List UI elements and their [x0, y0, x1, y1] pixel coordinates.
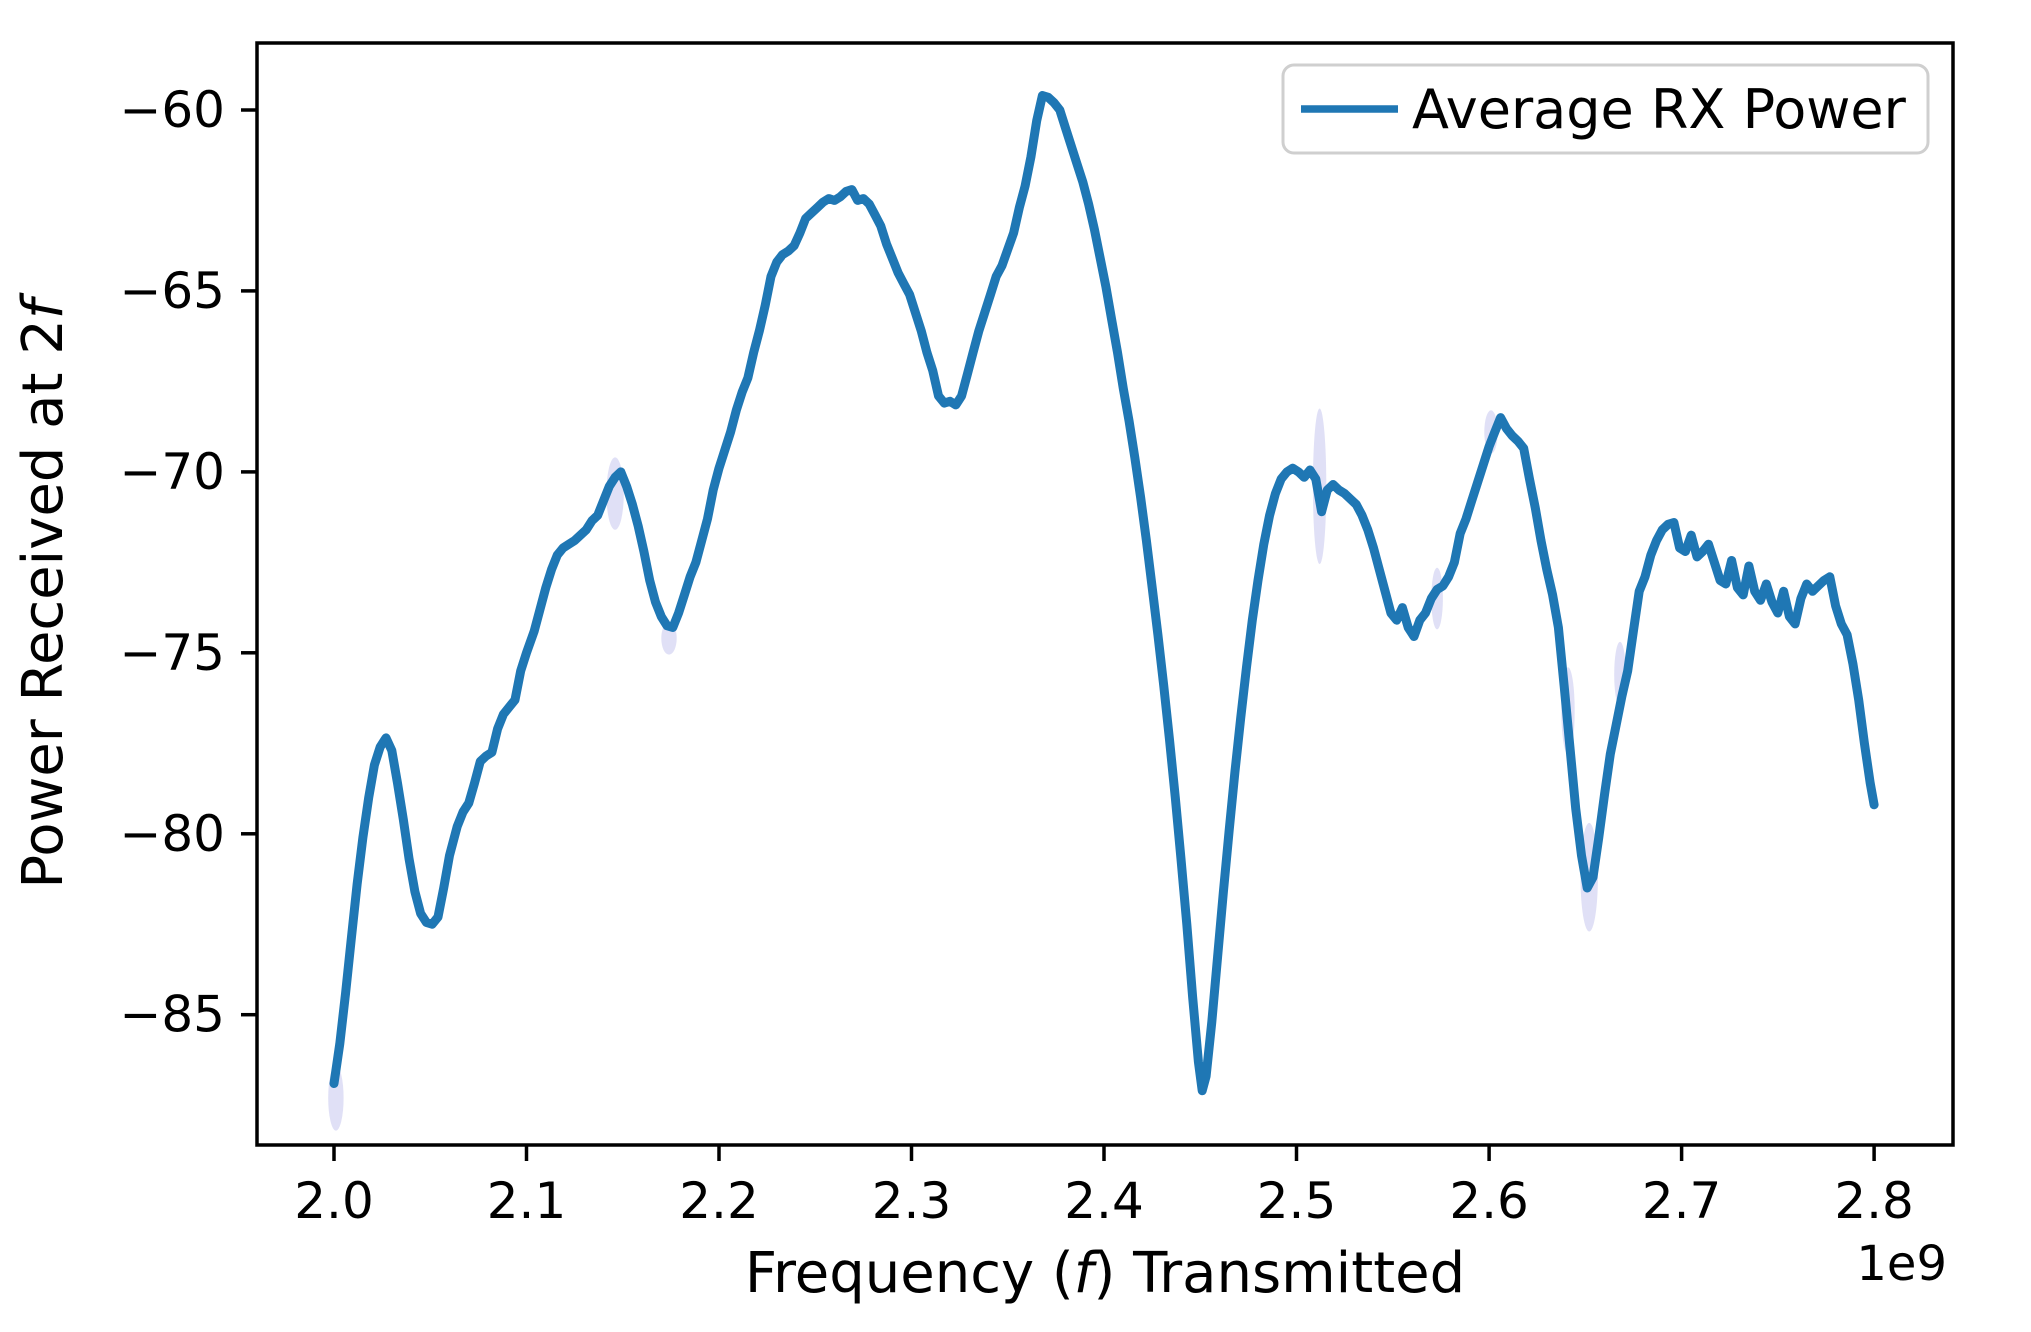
x-tick-label: 2.3 — [872, 1172, 952, 1230]
legend: Average RX Power — [1281, 63, 1930, 155]
y-tick-label: −75 — [119, 624, 225, 682]
y-tick-label: −85 — [119, 986, 225, 1044]
x-axis-label: Frequency (f) Transmitted — [745, 1241, 1465, 1306]
x-tick-label: 2.4 — [1064, 1172, 1144, 1230]
y-axis-label: Power Received at 2f — [11, 292, 76, 888]
x-tick-label: 2.5 — [1257, 1172, 1337, 1230]
series-line-average-rx-power — [329, 91, 1879, 1096]
x-tick-label: 2.1 — [487, 1172, 567, 1230]
y-axis-label-prefix: Power Received at 2 — [11, 319, 76, 888]
confidence-band — [328, 408, 1626, 1131]
x-axis-label-suffix: ) Transmitted — [1094, 1241, 1466, 1306]
x-axis-label-prefix: Frequency ( — [745, 1241, 1074, 1306]
x-tick-label: 2.7 — [1642, 1172, 1722, 1230]
x-tick-label: 2.6 — [1449, 1172, 1529, 1230]
plot-area — [255, 41, 1955, 1147]
x-tick-label: 2.2 — [679, 1172, 759, 1230]
y-axis-label-italic-f: f — [11, 292, 76, 319]
y-tick-label: −80 — [119, 805, 225, 863]
y-tick-label: −60 — [119, 81, 225, 139]
x-axis-offset-label: 1e9 — [1856, 1236, 1947, 1292]
y-tick-label: −65 — [119, 262, 225, 320]
x-tick-label: 2.0 — [294, 1172, 374, 1230]
y-axis: −85 −80 −75 −70 −65 −60 — [119, 81, 257, 1044]
y-tick-label: −70 — [119, 443, 225, 501]
x-tick-label: 2.8 — [1834, 1172, 1914, 1230]
legend-box — [1281, 63, 1930, 155]
x-axis: 2.0 2.1 2.2 2.3 2.4 2.5 2.6 2.7 2.8 — [294, 1145, 1914, 1230]
legend-label: Average RX Power — [1412, 78, 1907, 141]
